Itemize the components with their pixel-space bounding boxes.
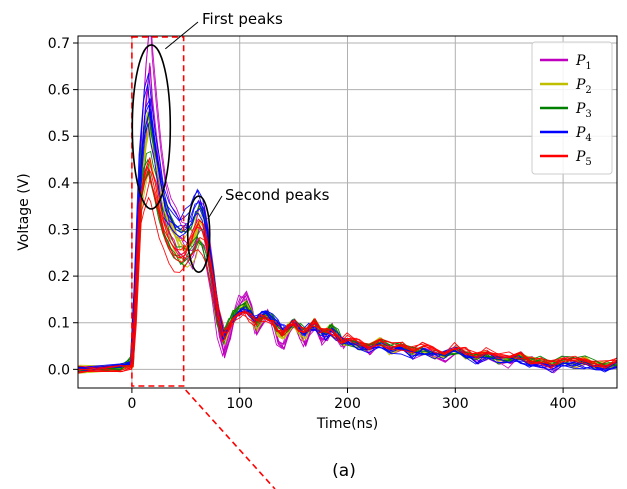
legend-label-subscript: 1 [585,61,591,72]
series-p5 [78,157,617,374]
x-tick-label: 0 [127,396,136,412]
annotations: First peaks Second peaks [131,10,330,489]
y-tick-label: 0.2 [48,269,70,285]
y-tick-label: 0.6 [48,83,70,99]
x-tick-label: 400 [550,396,577,412]
x-axis-label: Time(ns) [316,416,378,432]
legend-label-subscript: 4 [585,133,591,144]
series-line-p5 [78,157,617,373]
x-tick-label: 200 [334,396,361,412]
second-peaks-ellipse [186,195,211,273]
series-layer [78,36,617,374]
axis-ticks: 0 100 200 300 400 0.0 0.1 0.2 0.3 0.4 0.5 0.6 0.7 [48,36,577,412]
y-tick-label: 0.1 [48,316,70,332]
y-tick-label: 0.4 [48,176,70,192]
second-peaks-pointer [207,195,223,220]
first-peaks-pointer [164,21,199,50]
series-line-p5 [78,196,617,371]
legend-label-subscript: 2 [585,85,591,96]
figure-caption: (a) [332,461,356,481]
first-peaks-ellipse [131,44,172,210]
highlight-box [131,36,185,387]
y-tick-label: 0.3 [48,222,70,238]
first-peaks-label: First peaks [202,10,283,28]
legend-box [531,41,613,175]
legend-label-subscript: 3 [585,109,591,120]
y-tick-label: 0.7 [48,36,70,52]
second-peaks-label: Second peaks [225,186,330,204]
series-line-p5 [79,177,617,372]
legend-label-subscript: 5 [585,157,591,168]
series-line-p1 [79,66,617,372]
series-line-p5 [78,166,616,372]
x-tick-label: 300 [442,396,469,412]
y-tick-label: 0.0 [48,362,70,378]
y-axis-label: Voltage (V) [16,173,32,250]
y-tick-label: 0.5 [48,129,70,145]
x-tick-label: 100 [226,396,253,412]
zoom-guide-line [185,389,276,489]
